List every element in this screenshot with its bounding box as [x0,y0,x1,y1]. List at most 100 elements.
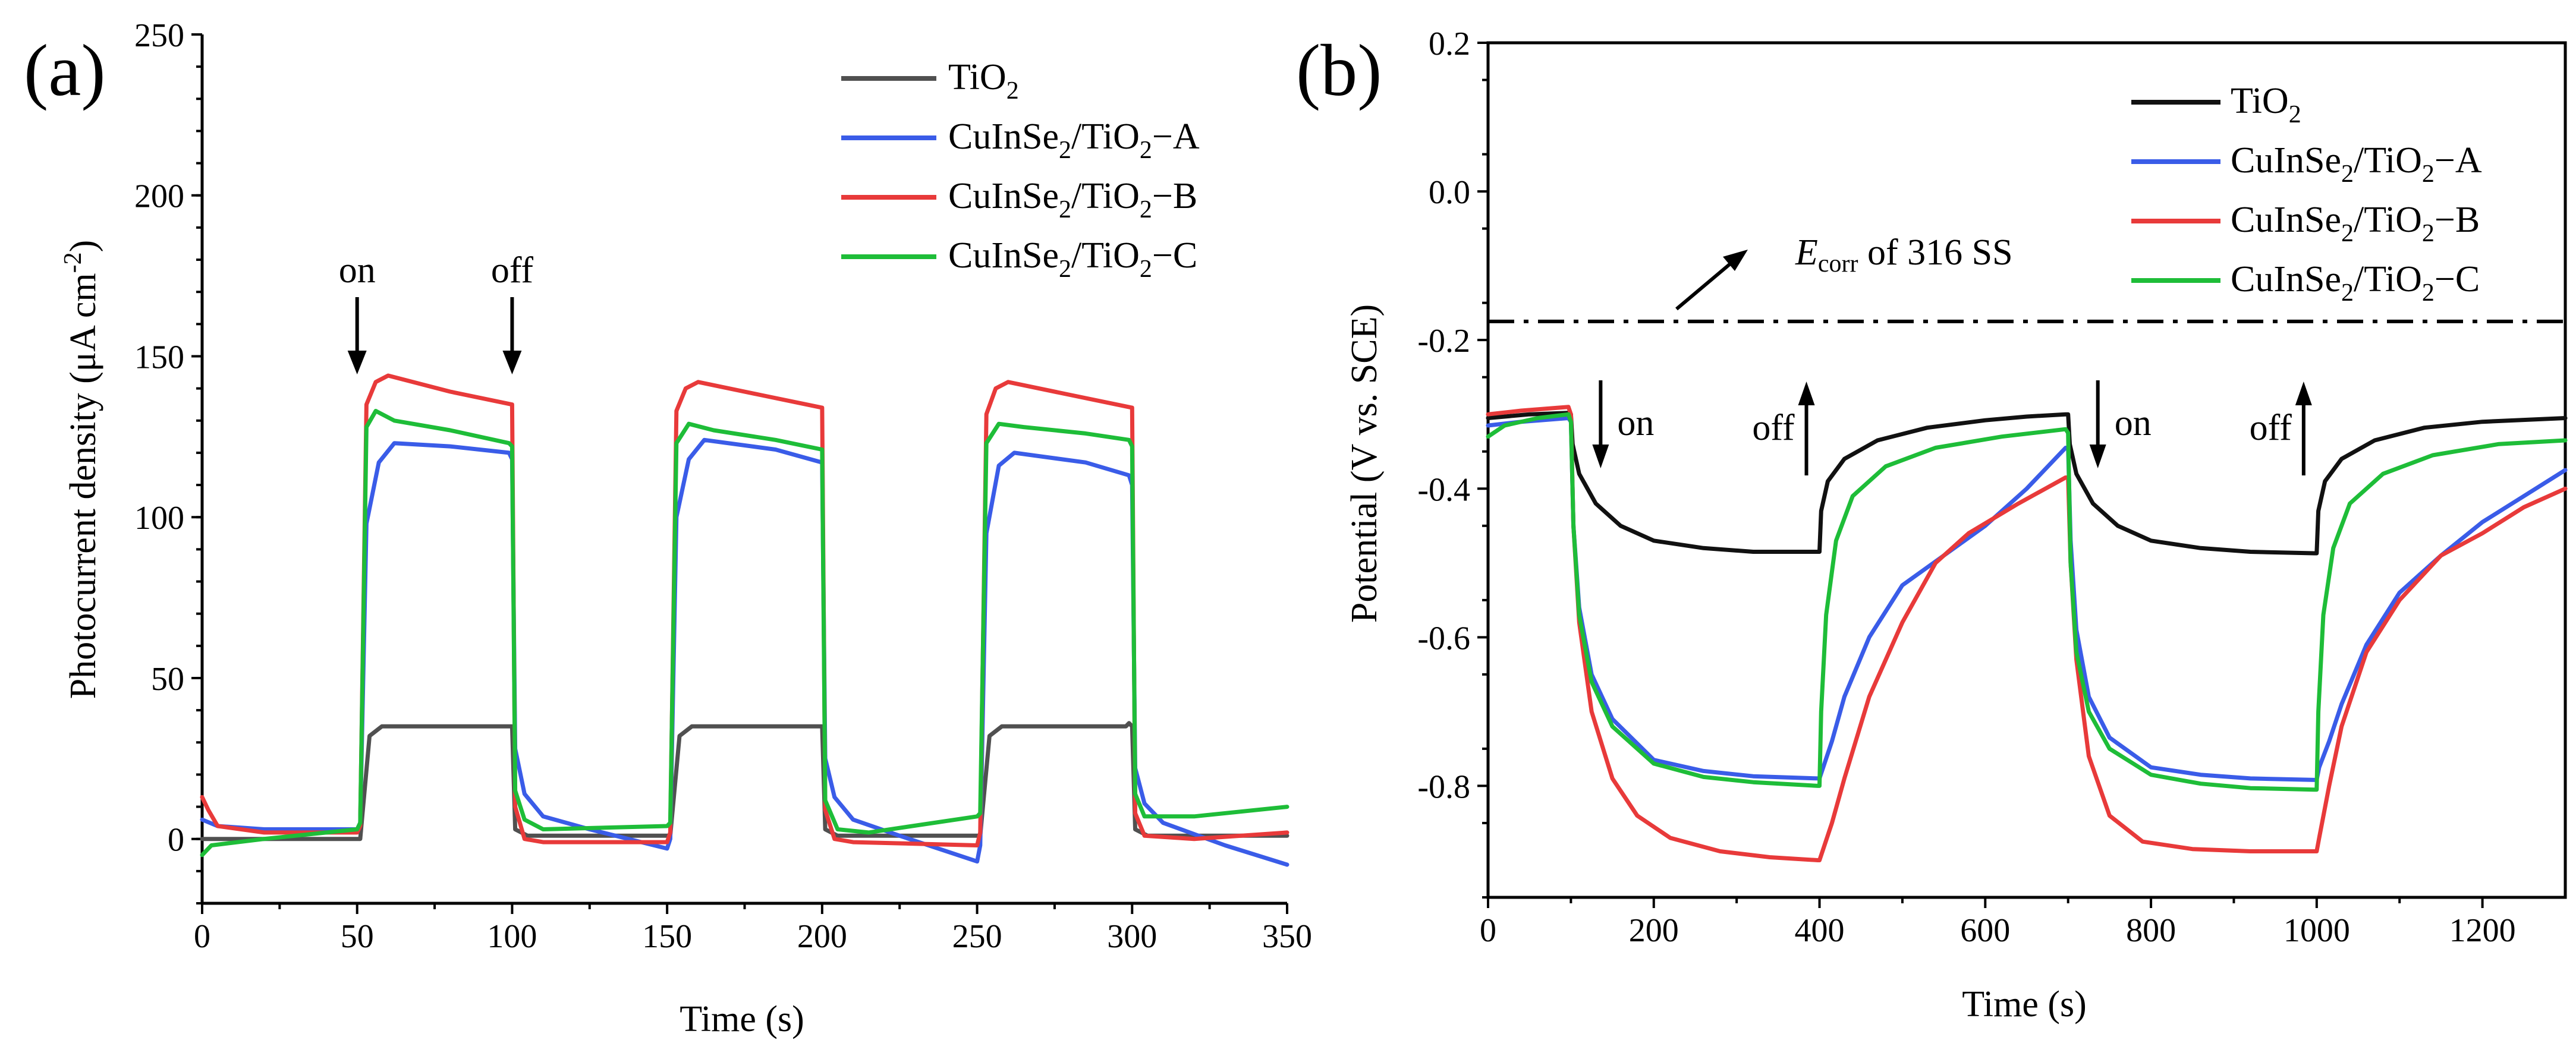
ecorr-label-sub: corr [1818,250,1858,278]
annotation-off: off [2250,408,2292,448]
formula-part: CuInSe [948,176,1059,216]
on-arrowhead [1592,445,1609,468]
annotation-on: on [2115,403,2152,443]
panel-label-b: (b) [1296,30,1382,111]
y-tick-label: -0.6 [1417,620,1470,657]
ecorr-arrow-shaft [1675,260,1734,311]
x-tick-label: 400 [1795,912,1845,949]
formula-part: CuInSe [948,235,1059,276]
x-tick-label: 350 [1262,918,1312,955]
x-tick-label: 800 [2126,912,2176,949]
y-tick-label: 100 [134,500,184,537]
x-tick-label: 100 [487,918,537,955]
x-tick-label: 150 [642,918,692,955]
formula-part: −A [1152,116,1200,157]
ecorr-label-rest: of 316 SS [1858,232,2013,273]
panel-b-x-axis-title: Time (s) [1962,984,2087,1025]
formula-part: /TiO [1071,116,1140,157]
formula-part: −C [2435,259,2480,300]
annotation-on: on [339,250,376,291]
formula-part: CuInSe [2231,200,2341,240]
formula-part: /TiO [2354,259,2422,300]
x-tick-label: 1200 [2449,912,2516,949]
x-tick-label: 600 [1960,912,2010,949]
formula-part: −C [1152,235,1197,276]
subscript: 2 [1059,196,1071,223]
subscript: 2 [1140,196,1152,223]
legend-label: CuInSe2/TiO2−B [948,176,1197,223]
series-line [200,721,1289,841]
formula-part: CuInSe [948,116,1059,157]
panel-a-y-axis-title: Photocurrent density (μA cm-2) [59,240,103,699]
y-tick-label: 0.0 [1429,174,1470,211]
panel-b-legend: TiO2CuInSe2/TiO2−ACuInSe2/TiO2−BCuInSe2/… [2131,81,2482,307]
formula-part: /TiO [1071,235,1140,276]
series-line [200,437,1289,867]
panel-b-annotations: on off on off [1592,380,2312,475]
ecorr-arrowhead [1723,250,1748,271]
y-tick-label: 50 [151,661,184,698]
subscript: 2 [2422,160,2435,188]
y-tick-label: -0.4 [1417,471,1470,508]
x-tick-label: 0 [194,918,210,955]
formula-part: −B [2435,200,2480,240]
legend-label: TiO2 [2231,81,2301,128]
x-tick-label: 200 [797,918,847,955]
ecorr-label-e: E [1795,232,1818,273]
subscript: 2 [2289,101,2301,128]
subscript: 2 [2341,220,2354,247]
y-tick-label: 0 [168,822,184,859]
off-arrowhead [2295,382,2312,405]
formula-part: TiO [948,57,1007,97]
off-arrowhead [1798,382,1815,405]
formula-part: /TiO [2354,140,2422,181]
legend-label: TiO2 [948,57,1019,105]
formula-part: /TiO [1071,176,1140,216]
series-line [1486,416,2568,782]
panel-a: (a) 0 50 100 150 200 250 300 350 0 50 100 150 200 250… [24,17,1312,1039]
annotation-arrowhead [347,351,367,374]
series-line [1486,411,2568,556]
y-tick-label: 250 [134,17,184,54]
panel-a-y-title-end: ) [63,240,103,253]
panel-label-a: (a) [24,30,106,111]
panel-a-axes: 0 50 100 150 200 250 300 350 0 50 100 150 200 250 [134,17,1312,955]
legend-label: CuInSe2/TiO2−C [2231,259,2480,307]
subscript: 2 [1059,256,1071,283]
x-tick-label: 1000 [2284,912,2350,949]
panel-b-reference: Ecorr of 316 SS [1488,232,2565,323]
x-tick-label: 50 [341,918,374,955]
legend-label: CuInSe2/TiO2−A [2231,140,2482,188]
annotation-off: off [1752,408,1795,448]
subscript: 2 [1140,256,1152,283]
x-tick-label: 300 [1107,918,1157,955]
panel-a-y-title-sup: -2 [59,252,87,273]
series-line [200,409,1289,858]
formula-part: CuInSe [2231,259,2341,300]
formula-part: /TiO [2354,200,2422,240]
formula-part: CuInSe [2231,140,2341,181]
subscript: 2 [2341,160,2354,188]
panel-b: (b) 0 200 400 600 800 1000 1200 0.2 0.0 -0.2 -0.4 -… [1296,26,2568,1025]
panel-b-axes: 0 200 400 600 800 1000 1200 0.2 0.0 -0.2 -0.4 -0.6 -… [1417,26,2567,949]
subscript: 2 [2422,220,2435,247]
panel-b-series [1486,405,2568,862]
subscript: 2 [2341,279,2354,307]
y-tick-label: -0.8 [1417,768,1470,805]
subscript: 2 [1140,137,1152,164]
series-line [1486,412,2568,792]
subscript: 2 [2422,279,2435,307]
subscript: 2 [1007,77,1019,105]
formula-part: −A [2435,140,2482,181]
legend-label: CuInSe2/TiO2−C [948,235,1197,283]
x-tick-label: 0 [1480,912,1496,949]
y-tick-label: 150 [134,339,184,376]
y-tick-label: 0.2 [1429,26,1470,62]
on-arrowhead [2089,445,2106,468]
formula-part: −B [1152,176,1197,216]
annotation-off: off [491,250,534,291]
legend-label: CuInSe2/TiO2−A [948,116,1200,164]
panel-a-y-title-main: Photocurrent density (μA cm [63,273,103,699]
annotation-on: on [1617,403,1654,443]
